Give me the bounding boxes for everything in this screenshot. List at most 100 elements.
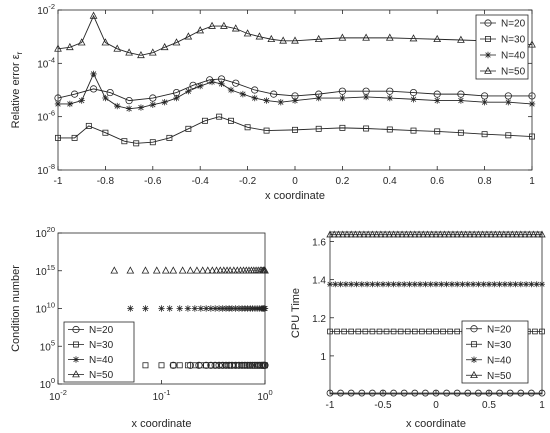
data-point (90, 70, 97, 78)
data-point (158, 305, 165, 312)
legend-marker (73, 341, 79, 348)
data-point (481, 131, 488, 138)
data-point (202, 361, 210, 369)
data-point (158, 362, 165, 369)
legend-marker (470, 356, 478, 363)
x-tick-label: 0.5 (482, 400, 496, 411)
data-point (121, 138, 128, 145)
data-point (54, 100, 62, 108)
legend-label-3: N=50 (89, 370, 114, 381)
plot-frame (57, 9, 533, 171)
data-point (251, 94, 258, 102)
data-point (189, 81, 197, 89)
data-point (170, 362, 177, 369)
x-tick-label: -1 (54, 176, 63, 187)
data-point (125, 97, 133, 105)
data-point (149, 101, 156, 108)
data-point (172, 38, 181, 46)
data-point (528, 281, 535, 288)
data-point (212, 266, 221, 274)
data-point (453, 389, 461, 397)
data-point (208, 21, 216, 29)
data-point (228, 305, 236, 312)
data-point (353, 281, 360, 288)
data-point (385, 230, 394, 238)
data-point (239, 90, 247, 98)
data-point (459, 281, 466, 288)
data-point (338, 33, 347, 41)
data-point (474, 389, 482, 397)
data-point (372, 230, 381, 238)
x-tick-label: 1 (539, 400, 545, 411)
data-point (401, 281, 408, 288)
data-point (505, 98, 512, 106)
data-point (433, 34, 442, 43)
data-point (362, 328, 369, 335)
data-point (406, 230, 415, 238)
data-point (368, 230, 377, 238)
y-axis-label: Condition number (10, 265, 22, 352)
y-tick-label: 1.6 (312, 238, 326, 249)
data-point (376, 328, 383, 335)
x-tick-label: 10-1 (153, 388, 171, 403)
data-point (525, 230, 533, 238)
data-point (427, 281, 434, 288)
legend-marker (72, 325, 80, 334)
y-axis-label: Relative error εr (10, 51, 24, 128)
data-point (379, 389, 387, 397)
data-point (419, 328, 425, 335)
data-point (315, 94, 322, 102)
data-point (89, 85, 98, 93)
data-point (390, 389, 398, 397)
y-tick-label: 1.2 (312, 314, 326, 325)
data-point (466, 230, 474, 238)
data-point (374, 281, 381, 288)
data-point (464, 389, 472, 397)
data-point (142, 305, 149, 312)
data-point (191, 305, 199, 312)
data-point (184, 362, 191, 369)
data-point (529, 133, 535, 140)
data-point (358, 389, 366, 397)
data-point (184, 305, 192, 312)
data-point (487, 230, 495, 238)
data-point (381, 230, 389, 238)
data-point (207, 362, 214, 369)
data-point (419, 230, 427, 238)
data-point (385, 281, 392, 288)
x-tick-label: -0.8 (97, 176, 115, 187)
data-point (277, 98, 284, 106)
data-point (496, 389, 504, 397)
data-point (178, 266, 187, 274)
data-point (411, 281, 418, 288)
data-point (443, 281, 450, 288)
data-point (409, 88, 418, 97)
data-point (457, 90, 465, 98)
legend-label-2: N=40 (487, 355, 512, 366)
data-point (137, 50, 145, 59)
data-point (114, 102, 121, 110)
x-tick-label: 100 (257, 388, 272, 403)
data-point (529, 230, 538, 238)
data-point (508, 230, 516, 238)
x-tick-label: -0.4 (192, 176, 210, 187)
data-point (208, 266, 217, 274)
data-point (332, 281, 339, 288)
data-point (538, 389, 546, 397)
data-point (186, 266, 195, 274)
data-point (369, 328, 376, 335)
data-point (228, 117, 234, 124)
data-point (474, 230, 483, 238)
data-point (235, 362, 242, 369)
data-point (101, 38, 110, 46)
data-point (334, 328, 340, 335)
data-point (169, 266, 178, 274)
legend-box (461, 320, 529, 384)
x-tick-label: -0.6 (144, 176, 162, 187)
data-point (454, 281, 461, 288)
data-point (227, 86, 235, 94)
data-point (404, 328, 411, 335)
data-point (71, 134, 78, 141)
legend-box (475, 14, 529, 80)
data-point (385, 33, 394, 41)
